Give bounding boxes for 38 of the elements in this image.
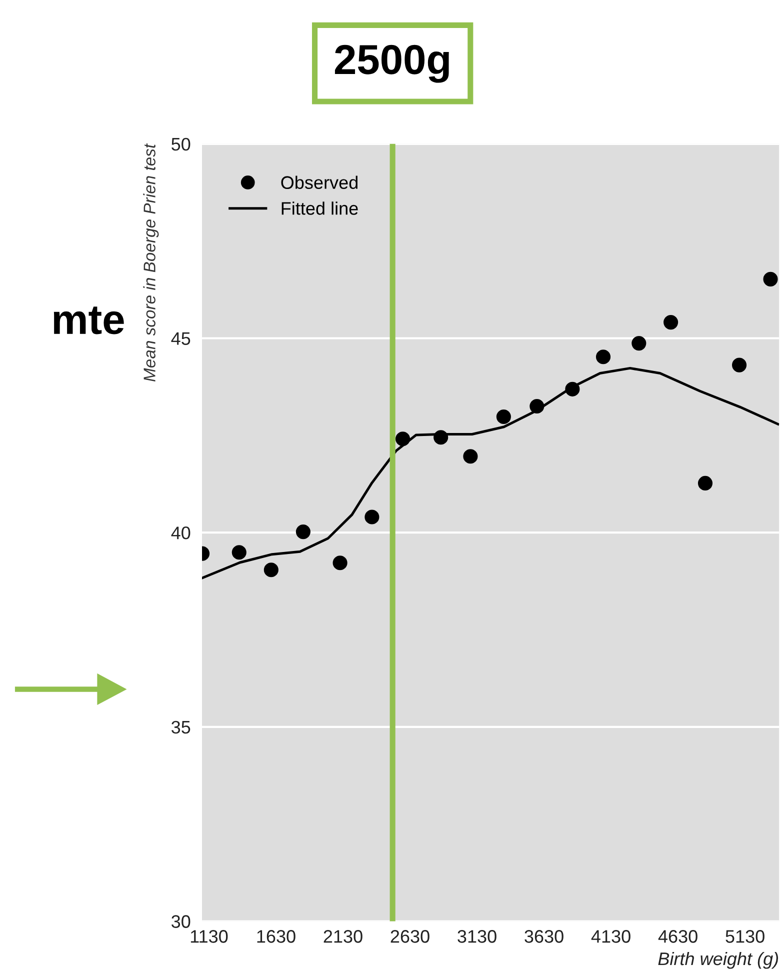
ref-line-label: 2500g [334,44,449,83]
point [496,409,511,424]
y-tick-label: 45 [171,332,190,345]
point [565,382,580,396]
x-tick-label: 2130 [324,930,362,943]
point [530,398,544,414]
y-tick-label: 50 [172,138,190,151]
line-series [202,366,780,580]
point [296,524,310,540]
legend-label: Fitted line [282,202,358,215]
x-tick-label: 3630 [524,930,564,943]
x-tick-label: 2630 [390,930,430,943]
point [232,545,246,560]
x-tick-label: 4130 [591,930,630,943]
point [463,449,478,464]
x-tick-label: 3130 [458,930,496,943]
point [434,430,448,445]
y-tick-label: 40 [171,526,190,540]
y-tick-label: 30 [172,915,190,928]
point [264,562,278,578]
x-axis-title: Birth weight (g) [658,952,778,969]
legend-label: Observed [281,176,358,189]
x-tick-label: 4630 [658,930,698,943]
x-tick-label: 1630 [257,930,296,943]
point [698,476,713,490]
point [395,432,410,446]
point [632,336,646,351]
point [732,358,747,372]
text: mte [54,306,124,334]
point [364,510,380,524]
point [763,272,778,286]
x-tick-label: 1130 [190,930,228,943]
y-axis-title: Mean score in Boerge Prien test [143,143,159,382]
y-tick-label: 35 [172,720,190,734]
point [596,350,611,364]
point [664,315,678,330]
x-tick-label: 5130 [726,930,764,943]
point [332,556,348,570]
